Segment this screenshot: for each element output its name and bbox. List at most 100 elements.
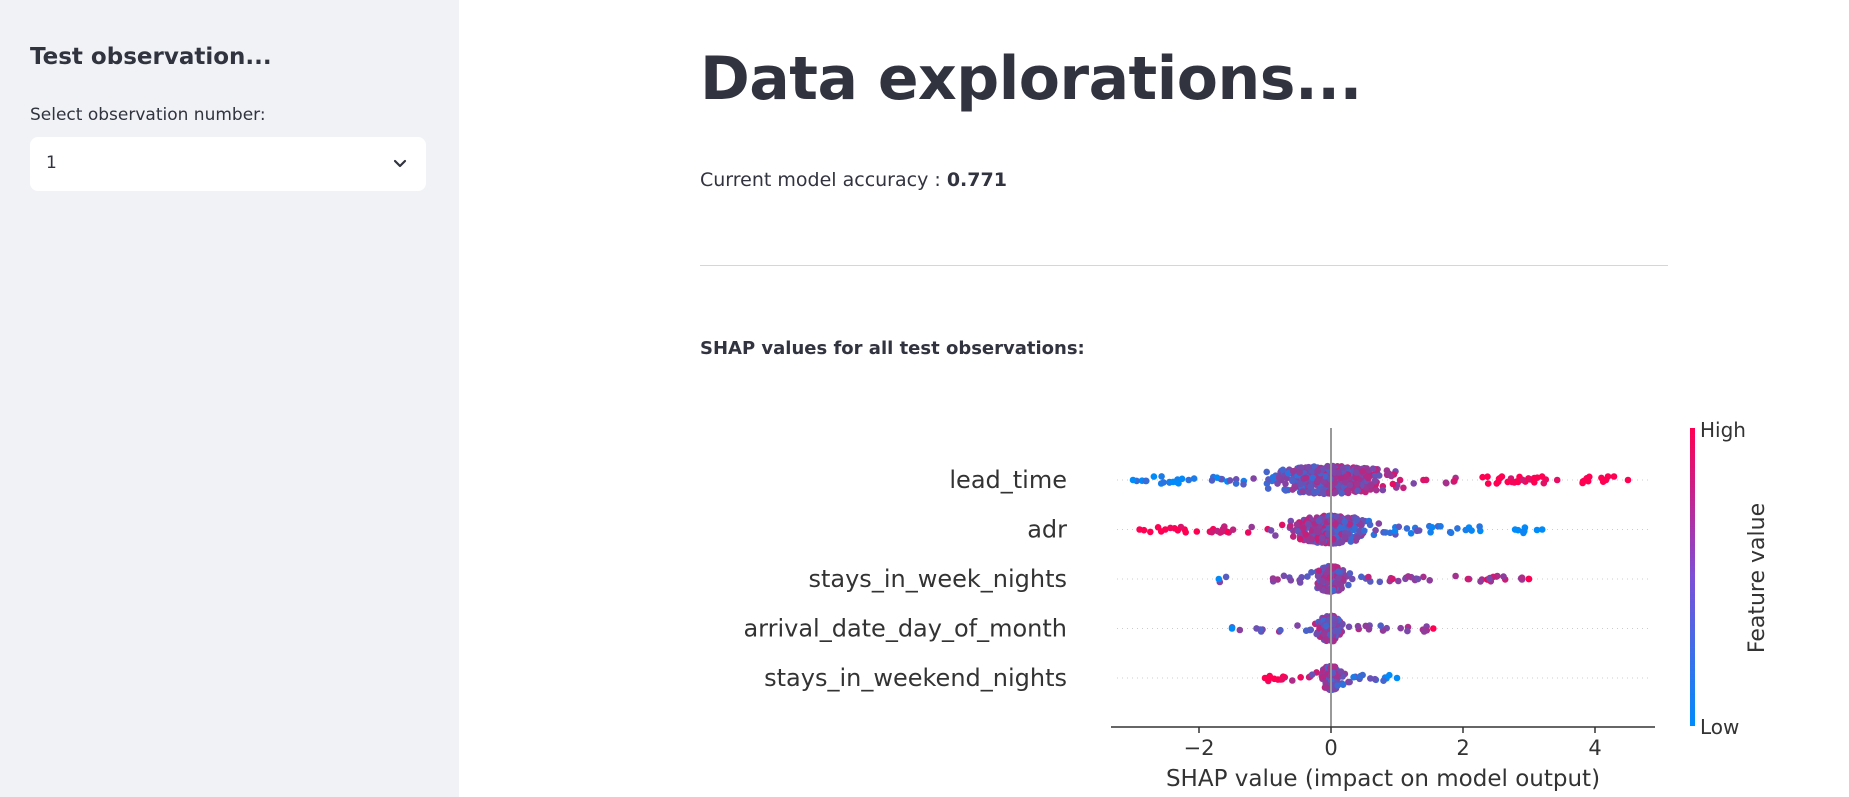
select-label: Select observation number: xyxy=(30,105,266,125)
data-point xyxy=(1324,617,1332,625)
data-point xyxy=(1332,489,1339,496)
data-point xyxy=(1335,574,1342,582)
data-point xyxy=(1323,684,1330,691)
data-point xyxy=(1359,467,1366,475)
data-point xyxy=(1282,480,1289,488)
accuracy-value: 0.771 xyxy=(946,169,1007,191)
data-point xyxy=(1338,490,1345,497)
data-point xyxy=(1129,476,1137,484)
data-point xyxy=(1299,488,1306,495)
data-point xyxy=(1519,476,1527,484)
data-point xyxy=(1519,528,1527,535)
data-point xyxy=(1272,532,1279,539)
data-point xyxy=(1229,526,1237,533)
feature-label: arrival_date_day_of_month xyxy=(743,615,1067,643)
data-point xyxy=(1182,529,1189,536)
data-point xyxy=(1442,479,1450,487)
data-point xyxy=(1236,626,1244,634)
data-point xyxy=(1347,538,1355,545)
data-point xyxy=(1320,478,1328,485)
data-point xyxy=(1296,469,1303,476)
data-point xyxy=(1267,527,1275,534)
data-point xyxy=(1253,625,1260,632)
data-point xyxy=(1315,567,1323,575)
data-point xyxy=(1226,477,1234,484)
data-point xyxy=(1359,671,1366,679)
data-point xyxy=(1279,466,1287,474)
data-point xyxy=(1346,678,1353,686)
colorbar-low-label: Low xyxy=(1700,715,1739,739)
data-point xyxy=(1396,476,1404,484)
data-point xyxy=(1602,476,1610,484)
data-point xyxy=(1318,534,1326,542)
data-point xyxy=(1343,487,1351,495)
colorbar-high-label: High xyxy=(1700,418,1746,442)
data-point xyxy=(1610,473,1618,480)
data-point xyxy=(1320,630,1328,638)
divider xyxy=(700,265,1668,266)
data-point xyxy=(1410,480,1417,487)
data-point xyxy=(1393,674,1401,682)
data-point xyxy=(1367,481,1375,489)
data-point xyxy=(1372,527,1379,534)
x-tick-label: 0 xyxy=(1324,736,1337,760)
data-point xyxy=(1314,467,1322,475)
x-ticks: −2 0 2 4 xyxy=(1184,727,1602,760)
data-point xyxy=(1302,531,1310,538)
data-point xyxy=(1377,622,1384,629)
data-point xyxy=(1454,525,1461,532)
data-point xyxy=(1407,530,1415,537)
data-point xyxy=(1420,573,1427,581)
data-point xyxy=(1162,526,1169,533)
data-point xyxy=(1208,477,1216,484)
data-point xyxy=(1287,522,1294,530)
data-point xyxy=(1404,627,1411,635)
data-point xyxy=(1538,473,1546,480)
data-point xyxy=(1311,488,1318,496)
x-tick-label: −2 xyxy=(1184,736,1215,760)
observation-select[interactable]: 1 xyxy=(30,137,426,191)
data-point xyxy=(1307,483,1314,490)
data-point xyxy=(1428,524,1436,531)
data-point xyxy=(1287,517,1295,525)
data-point xyxy=(1289,477,1296,485)
data-point xyxy=(1437,523,1444,530)
data-point xyxy=(1385,470,1393,478)
data-point xyxy=(1366,521,1374,529)
page-title: Data explorations... xyxy=(700,44,1362,114)
data-point xyxy=(1213,474,1221,482)
data-point xyxy=(1319,489,1326,497)
data-point xyxy=(1232,480,1240,487)
data-point xyxy=(1219,525,1227,533)
data-point xyxy=(1342,473,1350,480)
data-point xyxy=(1208,528,1216,536)
data-point xyxy=(1389,575,1396,583)
data-point xyxy=(1334,682,1341,689)
data-point xyxy=(1375,520,1383,527)
data-point xyxy=(1264,485,1272,492)
data-point xyxy=(1160,479,1167,486)
data-point xyxy=(1345,623,1353,631)
data-point xyxy=(1319,674,1327,681)
data-point xyxy=(1504,478,1511,486)
data-point xyxy=(1400,484,1407,492)
data-point xyxy=(1464,575,1472,583)
data-point xyxy=(1397,624,1404,632)
data-point xyxy=(1309,474,1317,482)
data-point xyxy=(1395,577,1402,585)
data-point xyxy=(1277,626,1284,634)
data-point xyxy=(1178,475,1186,483)
data-point xyxy=(1345,581,1352,589)
data-point xyxy=(1403,525,1411,532)
data-point xyxy=(1351,524,1358,531)
data-point xyxy=(1477,578,1484,585)
data-point xyxy=(1357,521,1365,529)
data-point xyxy=(1420,476,1427,484)
data-point xyxy=(1322,635,1329,643)
data-point xyxy=(1413,527,1421,535)
data-point xyxy=(1289,677,1296,684)
chevron-down-icon[interactable] xyxy=(392,156,408,172)
data-point xyxy=(1379,486,1387,494)
data-point xyxy=(1314,572,1322,580)
data-point xyxy=(1420,628,1428,635)
